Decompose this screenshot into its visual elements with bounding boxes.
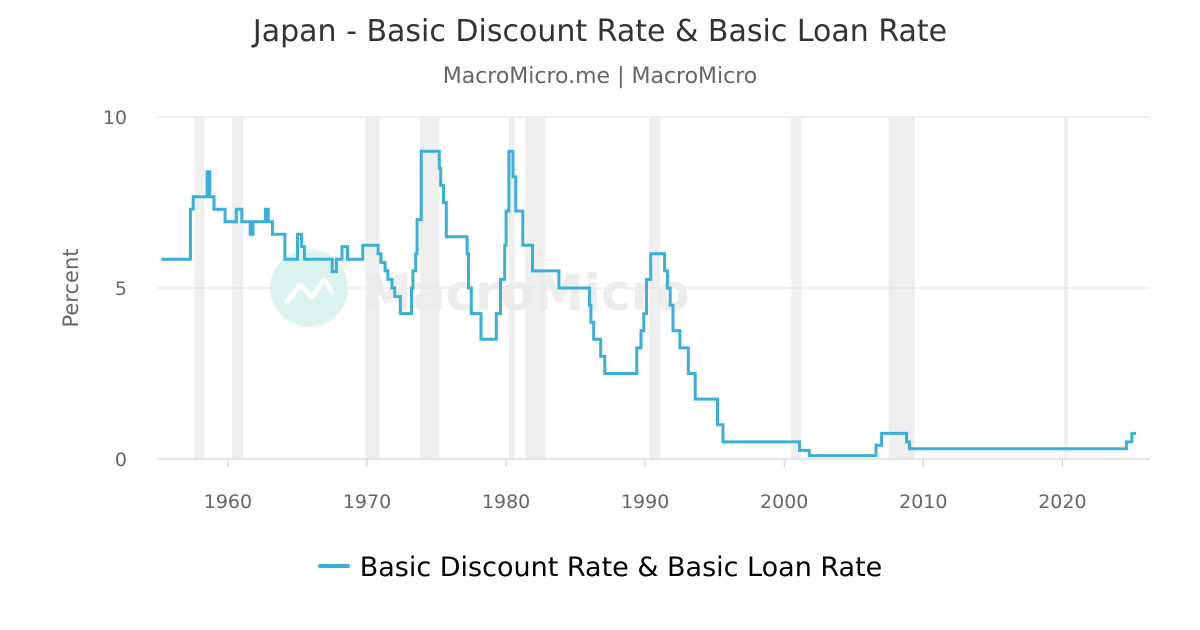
series-lines (161, 149, 1137, 458)
watermark: MacroMicro (270, 249, 690, 327)
macromicro-logo-icon (270, 249, 348, 327)
legend[interactable]: Basic Discount Rate & Basic Loan Rate (0, 552, 1200, 583)
chart-subtitle: MacroMicro.me | MacroMicro (442, 64, 758, 89)
legend-label: Basic Discount Rate & Basic Loan Rate (359, 552, 883, 583)
x-tick-label: 1960 (204, 491, 252, 513)
chart-title: Japan - Basic Discount Rate & Basic Loan… (252, 14, 948, 49)
y-tick-label: 10 (103, 107, 127, 129)
x-tick-label: 2020 (1038, 491, 1086, 513)
axes: 0 5 10 1960 1970 1980 1990 2000 2010 2020 (103, 107, 1087, 513)
series-line (161, 149, 1137, 458)
x-tick-label: 2000 (760, 491, 808, 513)
y-tick-label: 0 (115, 449, 127, 471)
y-tick-label: 5 (115, 278, 127, 300)
x-tick-label: 1970 (343, 491, 391, 513)
y-axis-title: Percent (59, 248, 83, 327)
watermark-text: MacroMicro (362, 264, 690, 322)
macromicro-logo-mark (284, 277, 335, 305)
x-tick-label: 2010 (899, 491, 947, 513)
x-tick-label: 1980 (482, 491, 530, 513)
legend-swatch (317, 563, 350, 568)
x-tick-label: 1990 (621, 491, 669, 513)
